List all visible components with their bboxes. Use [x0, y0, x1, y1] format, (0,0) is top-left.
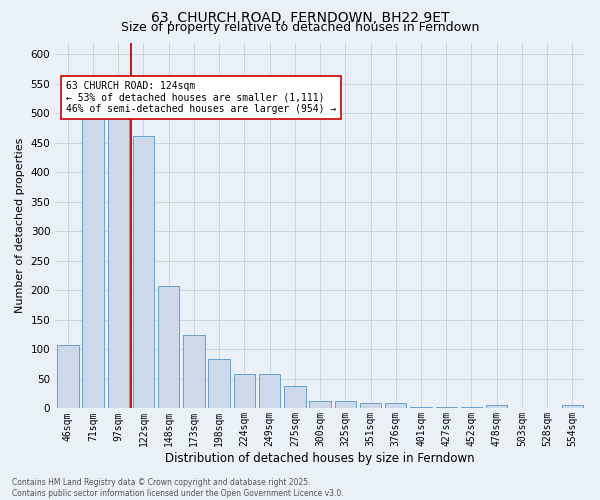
Bar	[335, 400, 356, 408]
Bar	[410, 406, 432, 408]
Bar	[360, 402, 381, 408]
Text: Contains HM Land Registry data © Crown copyright and database right 2025.
Contai: Contains HM Land Registry data © Crown c…	[12, 478, 344, 498]
Bar	[57, 346, 79, 408]
Text: Size of property relative to detached houses in Ferndown: Size of property relative to detached ho…	[121, 22, 479, 35]
Text: 63, CHURCH ROAD, FERNDOWN, BH22 9ET: 63, CHURCH ROAD, FERNDOWN, BH22 9ET	[151, 11, 449, 25]
Bar	[436, 406, 457, 408]
Bar	[486, 406, 508, 408]
Bar	[82, 118, 104, 408]
Bar	[233, 374, 255, 408]
X-axis label: Distribution of detached houses by size in Ferndown: Distribution of detached houses by size …	[165, 452, 475, 465]
Text: 63 CHURCH ROAD: 124sqm
← 53% of detached houses are smaller (1,111)
46% of semi-: 63 CHURCH ROAD: 124sqm ← 53% of detached…	[66, 81, 336, 114]
Bar	[461, 406, 482, 408]
Bar	[562, 406, 583, 408]
Bar	[183, 334, 205, 408]
Bar	[284, 386, 305, 408]
Bar	[310, 400, 331, 408]
Bar	[133, 136, 154, 408]
Y-axis label: Number of detached properties: Number of detached properties	[15, 138, 25, 313]
Bar	[158, 286, 179, 408]
Bar	[259, 374, 280, 408]
Bar	[107, 118, 129, 408]
Bar	[208, 360, 230, 408]
Bar	[385, 402, 406, 408]
